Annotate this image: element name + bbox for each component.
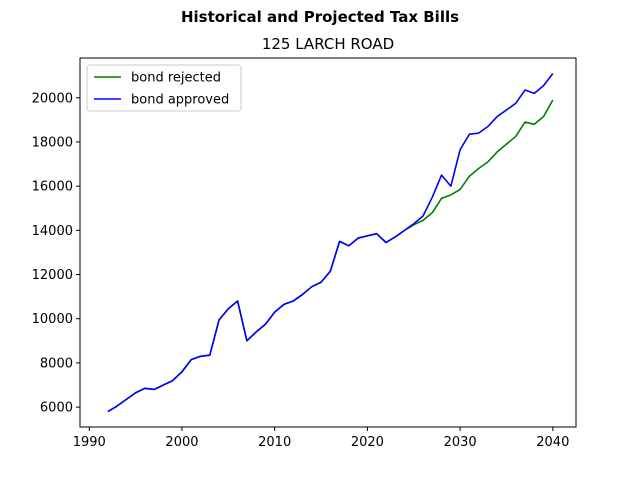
series-line-2	[107, 72, 554, 413]
x-tick-label: 2020	[351, 435, 384, 450]
y-tick-label: 18000	[32, 135, 73, 150]
y-tick-label: 6000	[40, 401, 73, 416]
y-tick-label: 20000	[32, 91, 73, 106]
chart-suptitle: Historical and Projected Tax Bills	[181, 8, 459, 26]
x-tick-label: 2030	[444, 435, 477, 450]
legend: bond rejected bond approved	[86, 64, 242, 112]
x-tick-label: 2000	[165, 435, 198, 450]
legend-label: bond rejected	[131, 71, 221, 86]
legend-box	[86, 64, 242, 112]
chart-title: 125 LARCH ROAD	[262, 35, 394, 53]
plot-area: 1990 2000 2010 2020 2030 2040 6000 8000 10000 120…	[32, 72, 569, 450]
y-tick-label: 14000	[32, 224, 73, 239]
x-tick-label: 2040	[536, 435, 569, 450]
y-tick-label: 12000	[32, 268, 73, 283]
y-tick-label: 16000	[32, 180, 73, 195]
series-line-1	[107, 99, 554, 413]
y-tick-label: 10000	[32, 312, 73, 327]
x-tick-label: 1990	[73, 435, 106, 450]
legend-label: bond approved	[131, 93, 229, 108]
x-tick-label: 2010	[258, 435, 291, 450]
plot-frame	[79, 57, 577, 428]
y-tick-label: 8000	[40, 356, 73, 371]
